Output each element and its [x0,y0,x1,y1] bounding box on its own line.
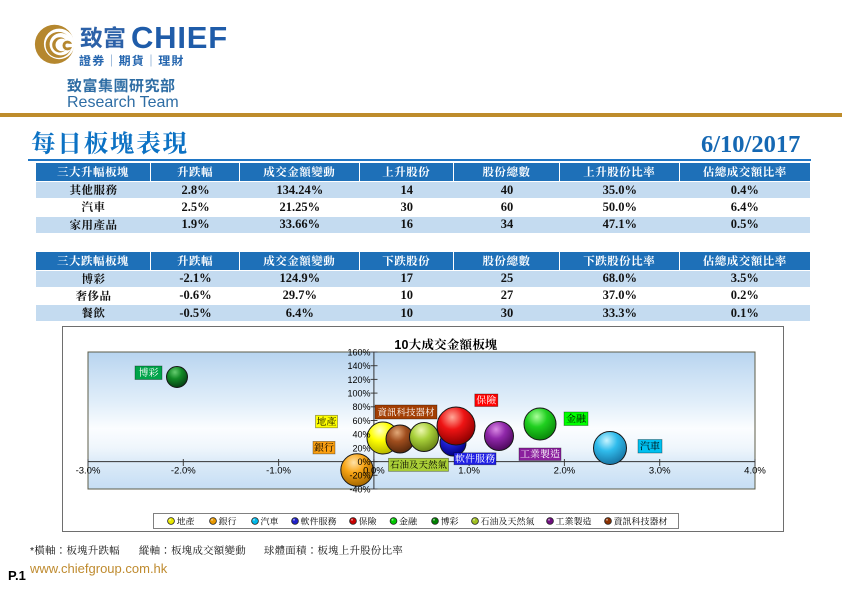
svg-text:石油及天然氣: 石油及天然氣 [390,457,448,471]
svg-text:資訊科技器材: 資訊科技器材 [377,404,435,418]
svg-text:100%: 100% [347,389,370,399]
svg-text:-1.0%: -1.0% [266,466,291,477]
svg-text:4.0%: 4.0% [744,466,766,477]
svg-text:銀行: 銀行 [314,439,334,454]
svg-text:金融: 金融 [399,514,418,527]
svg-text:地產: 地產 [317,413,337,428]
svg-text:10大成交金額板塊: 10大成交金額板塊 [394,335,498,353]
svg-text:-20%: -20% [349,471,370,481]
svg-text:160%: 160% [347,347,370,357]
svg-text:60%: 60% [352,416,370,426]
svg-text:80%: 80% [352,402,370,412]
svg-text:資訊科技器材: 資訊科技器材 [614,514,668,527]
svg-text:120%: 120% [347,375,370,385]
svg-text:2.0%: 2.0% [554,466,576,477]
svg-text:3.0%: 3.0% [649,466,671,477]
svg-text:博彩: 博彩 [139,364,159,379]
svg-text:0.0%: 0.0% [363,466,385,477]
svg-text:-40%: -40% [349,484,370,494]
svg-text:保險: 保險 [476,392,496,407]
svg-text:石油及天然氣: 石油及天然氣 [481,514,535,527]
svg-text:銀行: 銀行 [219,514,237,527]
svg-text:博彩: 博彩 [441,514,459,527]
svg-text:軟件服務: 軟件服務 [301,514,337,527]
svg-text:20%: 20% [352,443,370,453]
svg-text:1.0%: 1.0% [458,466,480,477]
svg-text:40%: 40% [352,430,370,440]
svg-text:-3.0%: -3.0% [76,466,101,477]
svg-text:工業製造: 工業製造 [556,514,592,527]
svg-text:軟件服務: 軟件服務 [455,450,495,465]
svg-text:汽車: 汽車 [261,514,279,527]
svg-text:-2.0%: -2.0% [171,466,196,477]
svg-text:地產: 地產 [177,514,195,527]
svg-text:工業製造: 工業製造 [520,446,560,461]
svg-text:保險: 保險 [359,514,377,527]
svg-text:汽車: 汽車 [640,438,660,453]
svg-text:0%: 0% [357,457,370,467]
svg-text:140%: 140% [347,361,370,371]
svg-text:金融: 金融 [566,410,587,425]
